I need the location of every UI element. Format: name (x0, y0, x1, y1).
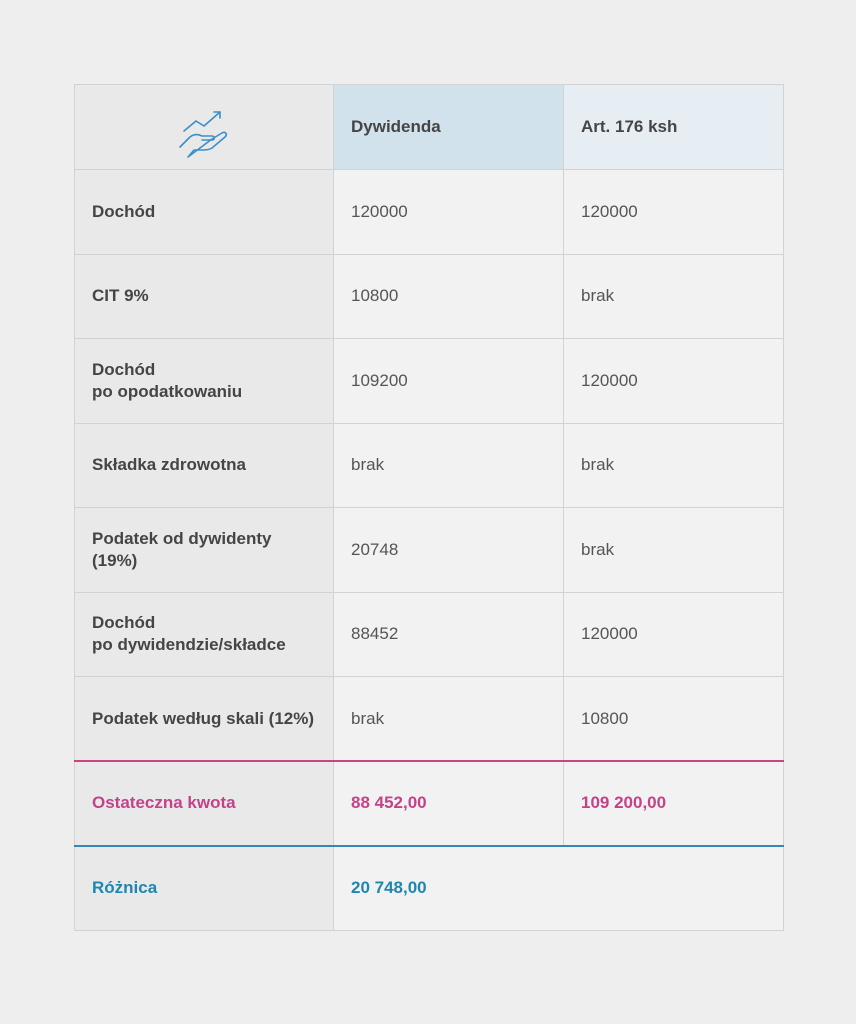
total-label: Ostateczna kwota (74, 760, 334, 846)
row-label: Dochód po dywidendzie/składce (74, 591, 334, 677)
table-row: Dochód 120000 120000 (74, 169, 784, 255)
row-label: Składka zdrowotna (74, 422, 334, 508)
total-value: 88 452,00 (333, 760, 564, 846)
header-row: Dywidenda Art. 176 ksh (74, 84, 784, 170)
table-row: Podatek od dywidenty (19%) 20748 brak (74, 507, 784, 593)
cell-value: brak (563, 507, 784, 593)
cell-value: 120000 (333, 169, 564, 255)
cell-value: 20748 (333, 507, 564, 593)
cell-value: 120000 (563, 338, 784, 424)
difference-row: Różnica 20 748,00 (74, 844, 784, 931)
row-label: Podatek według skali (12%) (74, 676, 334, 762)
icon-trend (183, 111, 221, 132)
cell-value: 120000 (563, 169, 784, 255)
cell-value: brak (563, 253, 784, 339)
row-label: CIT 9% (74, 253, 334, 339)
cell-value: brak (333, 676, 564, 762)
cell-value: brak (563, 422, 784, 508)
cell-value: brak (333, 422, 564, 508)
icon-hand (179, 131, 228, 158)
table-row: Podatek według skali (12%) brak 10800 (74, 676, 784, 762)
icon-cell (74, 84, 334, 170)
cell-value: 10800 (563, 676, 784, 762)
cell-value: 88452 (333, 591, 564, 677)
difference-value: 20 748,00 (333, 844, 784, 931)
cell-value: 109200 (333, 338, 564, 424)
table-row: Dochód po dywidendzie/składce 88452 120000 (74, 591, 784, 677)
table-row: CIT 9% 10800 brak (74, 253, 784, 339)
comparison-table: Dywidenda Art. 176 ksh Dochód 120000 12000… (74, 84, 784, 931)
column-header: Art. 176 ksh (563, 84, 784, 170)
total-row: Ostateczna kwota 88 452,00 109 200,00 (74, 760, 784, 846)
total-value: 109 200,00 (563, 760, 784, 846)
cell-value: 120000 (563, 591, 784, 677)
row-label: Dochód po opodatkowaniu (74, 338, 334, 424)
table-body: Dywidenda Art. 176 ksh Dochód 120000 12000… (74, 84, 784, 931)
row-label: Podatek od dywidenty (19%) (74, 507, 334, 593)
table-row: Składka zdrowotna brak brak (74, 422, 784, 508)
icon-arrow (213, 111, 221, 119)
row-label: Dochód (74, 169, 334, 255)
hand-chart-icon (179, 111, 228, 158)
cell-value: 10800 (333, 253, 564, 339)
column-header: Dywidenda (333, 84, 564, 170)
difference-label: Różnica (74, 844, 334, 931)
table-row: Dochód po opodatkowaniu 109200 120000 (74, 338, 784, 424)
